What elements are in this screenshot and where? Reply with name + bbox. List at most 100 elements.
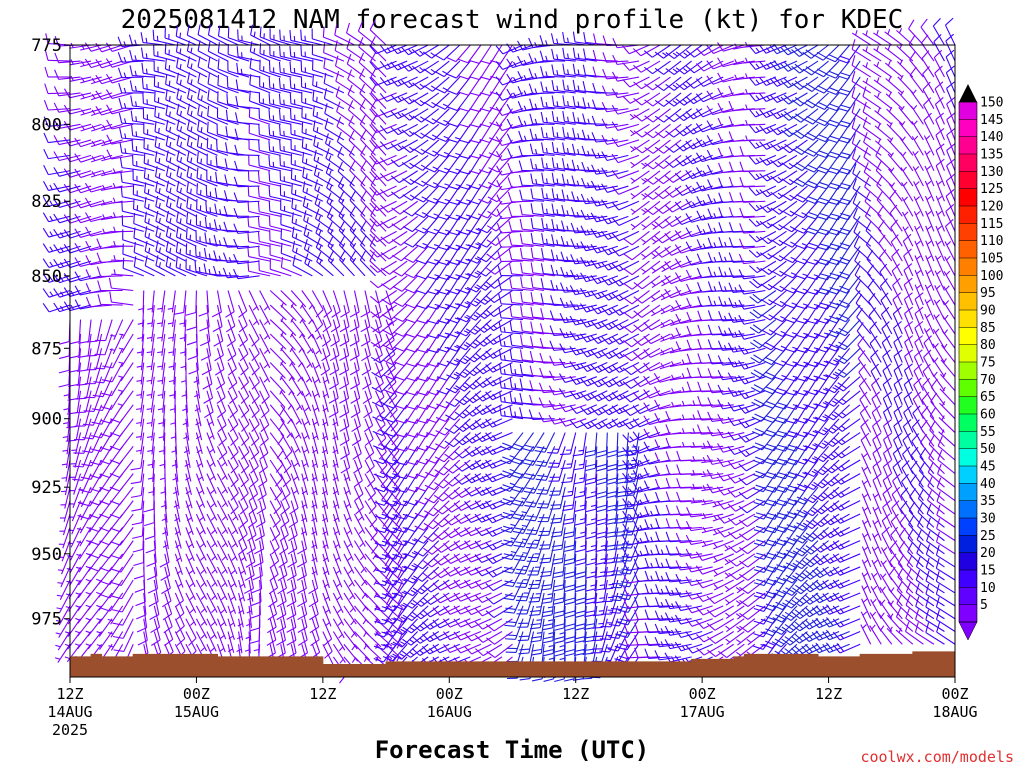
colorbar-label: 110 bbox=[980, 234, 1003, 249]
wind-barb bbox=[641, 261, 660, 274]
wind-barb bbox=[168, 291, 176, 313]
wind-barb bbox=[270, 245, 291, 262]
wind-barb bbox=[179, 305, 186, 327]
wind-barb bbox=[291, 139, 312, 156]
wind-barb bbox=[340, 251, 355, 276]
colorbar-swatch bbox=[959, 483, 977, 501]
wind-barb bbox=[718, 88, 744, 97]
x-tick-label: 12Z bbox=[562, 685, 589, 703]
wind-barb bbox=[106, 74, 133, 83]
wind-barb bbox=[292, 183, 313, 201]
wind-barb bbox=[302, 107, 323, 124]
wind-barb bbox=[370, 276, 396, 288]
wind-barb bbox=[448, 109, 471, 127]
wind-barb bbox=[361, 191, 376, 216]
wind-barb bbox=[852, 39, 871, 61]
wind-barb bbox=[602, 168, 629, 177]
wind-barb bbox=[86, 632, 102, 649]
wind-barb bbox=[764, 554, 786, 572]
wind-barb bbox=[914, 364, 923, 391]
wind-barb bbox=[333, 580, 342, 600]
colorbar-swatch bbox=[959, 223, 977, 241]
wind-barb bbox=[109, 278, 133, 291]
wind-barb bbox=[764, 405, 787, 423]
wind-barb bbox=[291, 124, 313, 140]
wind-barb bbox=[623, 93, 650, 104]
wind-barb bbox=[75, 229, 102, 238]
wind-barb bbox=[878, 220, 892, 246]
wind-barb bbox=[676, 300, 702, 309]
wind-barb bbox=[291, 169, 312, 186]
wind-barb bbox=[606, 474, 618, 498]
wind-barb bbox=[904, 406, 913, 433]
wind-barb bbox=[86, 619, 102, 636]
wind-barb bbox=[613, 55, 639, 64]
wind-barb bbox=[617, 433, 629, 457]
wind-barb bbox=[575, 554, 586, 579]
wind-barb bbox=[585, 554, 596, 578]
wind-barb bbox=[146, 527, 156, 553]
colorbar-swatch bbox=[959, 431, 977, 449]
wind-barb bbox=[743, 120, 765, 125]
wind-barb bbox=[912, 420, 923, 447]
wind-barb bbox=[935, 82, 944, 109]
colorbar-label: 35 bbox=[980, 494, 996, 509]
colorbar-swatch bbox=[959, 102, 977, 120]
wind-barb bbox=[740, 177, 765, 187]
wind-barb bbox=[69, 320, 80, 344]
wind-barb bbox=[923, 364, 934, 391]
wind-barb bbox=[899, 106, 913, 124]
wind-barb bbox=[313, 60, 334, 77]
wind-barb bbox=[596, 460, 607, 485]
wind-barb bbox=[743, 105, 765, 110]
wind-barb bbox=[863, 46, 882, 61]
wind-barb bbox=[147, 405, 154, 427]
colorbar-label: 120 bbox=[980, 200, 1003, 215]
wind-barb bbox=[260, 405, 269, 432]
wind-barb bbox=[947, 128, 955, 155]
wind-barb bbox=[330, 348, 339, 375]
colorbar-swatch bbox=[959, 570, 977, 588]
wind-barb bbox=[339, 363, 348, 390]
wind-barb bbox=[236, 112, 260, 124]
wind-barb bbox=[281, 474, 290, 501]
wind-barb bbox=[596, 501, 607, 525]
x-axis: 12Z14AUG202500Z15AUG12Z 00Z16AUG12Z 00Z17A… bbox=[47, 677, 977, 739]
wind-barb bbox=[350, 291, 359, 318]
wind-barb bbox=[575, 593, 586, 617]
colorbar-label: 140 bbox=[980, 130, 1003, 145]
wind-barb bbox=[234, 269, 260, 279]
wind-barb bbox=[131, 111, 154, 125]
wind-barb bbox=[575, 580, 586, 605]
wind-barb bbox=[652, 261, 671, 273]
x-tick-label: 12Z bbox=[309, 685, 336, 703]
wind-barb bbox=[739, 254, 765, 264]
wind-barb bbox=[718, 103, 744, 112]
wind-barb bbox=[196, 405, 201, 427]
wind-barb bbox=[540, 541, 555, 563]
wind-barb bbox=[586, 501, 597, 526]
colorbar-label: 10 bbox=[980, 581, 996, 596]
wind-barb bbox=[574, 619, 586, 643]
wind-barb bbox=[838, 61, 860, 79]
wind-barb bbox=[518, 619, 534, 641]
wind-barb bbox=[785, 334, 807, 352]
wind-barb bbox=[329, 363, 338, 390]
wind-barb bbox=[575, 606, 587, 630]
x-tick-label: 00Z bbox=[689, 685, 716, 703]
wind-barb bbox=[676, 314, 702, 323]
wind-barb bbox=[121, 172, 144, 186]
wind-barb bbox=[132, 140, 154, 155]
wind-barb bbox=[677, 451, 702, 461]
y-tick-label: 950 bbox=[31, 545, 62, 565]
wind-barb bbox=[234, 254, 260, 264]
wind-barb bbox=[340, 334, 349, 361]
wind-barb bbox=[586, 527, 597, 552]
wind-barb bbox=[575, 541, 586, 566]
wind-barb bbox=[313, 75, 334, 93]
colorbar-label: 70 bbox=[980, 373, 996, 388]
wind-barb bbox=[774, 363, 797, 381]
wind-barb bbox=[879, 235, 892, 261]
wind-barb bbox=[565, 619, 576, 644]
colorbar-swatch bbox=[959, 119, 977, 137]
